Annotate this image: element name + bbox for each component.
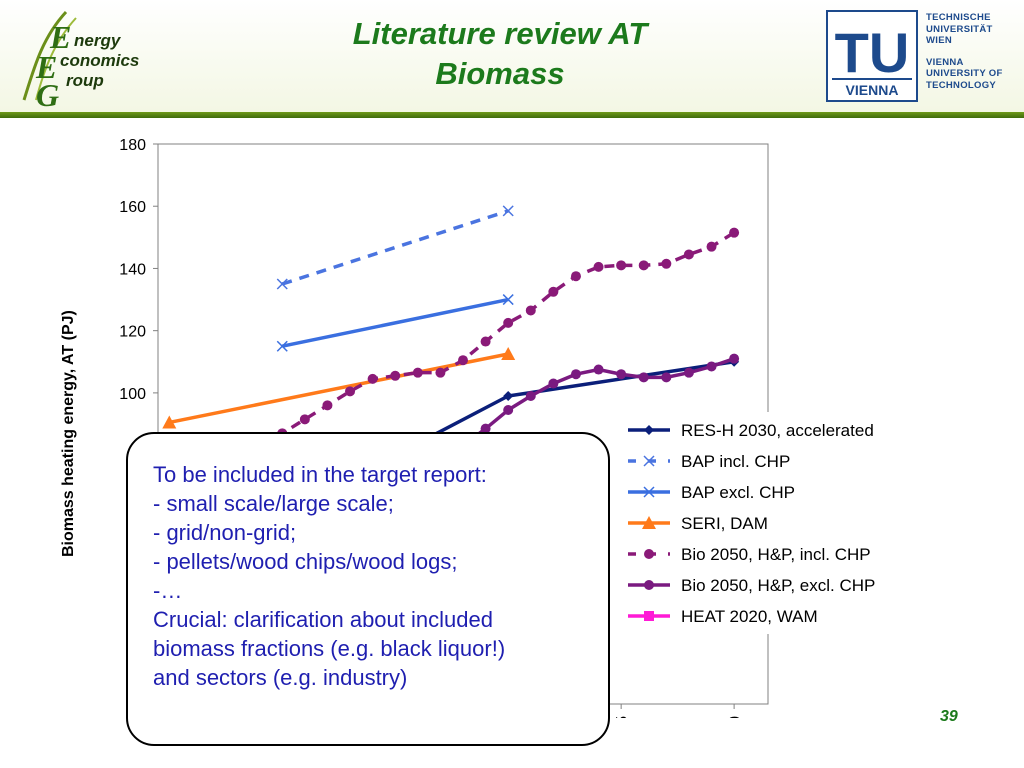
tu-mark-icon: TU VIENNA [832,21,912,98]
series-point-2 [502,294,514,306]
legend-label: BAP incl. CHP [681,452,790,471]
series-point-4 [616,260,627,271]
callout-line: - grid/non-grid; [153,520,297,545]
legend-swatch-marker [644,611,654,621]
series-point-4 [367,373,378,384]
series-point-4 [390,370,401,381]
series-point-4 [480,336,491,347]
series-point-5 [706,361,717,372]
slide-title-line1: Literature review AT [352,16,648,51]
y-axis-label: Biomass heating energy, AT (PJ) [60,310,77,557]
series-point-4 [661,258,672,269]
y-tick-label: 160 [119,199,146,216]
header-divider [0,112,1024,118]
callout-line: Crucial: clarification about included [153,607,493,632]
legend-label: BAP excl. CHP [681,483,795,502]
tu-vienna-logo: TU VIENNA [826,10,918,102]
series-point-4 [345,386,356,397]
series-point-4 [299,414,310,425]
tu-text-line: TECHNOLOGY [926,79,997,91]
legend-swatch-marker [644,549,654,559]
series-point-1 [276,278,288,290]
series-point-5 [525,391,536,401]
legend-label: Bio 2050, H&P, incl. CHP [681,545,871,564]
x-tick-label: 2030 [727,716,744,718]
slide-title-line2: Biomass [435,56,565,91]
biomass-line-chart: 2040608010012014016018020252030RES-H 203… [119,137,952,718]
tu-text-line: UNIVERSITÄT [926,23,993,35]
energy-economics-group-logo: E E G nergy conomics roup [22,10,139,108]
series-line-2 [281,297,509,348]
series-line-3 [168,352,509,425]
series-point-5 [729,353,740,364]
callout-box: To be included in the target report: - s… [126,432,610,746]
series-point-1 [502,205,514,217]
series-point-4 [593,261,604,272]
legend-swatch-marker [643,486,655,498]
tu-text-line: UNIVERSITY OF [926,68,1003,79]
series-point-5 [480,423,491,434]
y-tick-label: 180 [119,137,146,154]
legend-swatch-marker [644,580,654,590]
series-point-3 [501,347,516,360]
series-point-4 [706,241,717,252]
series-point-5 [638,372,649,383]
series-point-4 [570,271,581,282]
eeg-letter-e2: E [35,49,57,85]
series-point-4 [412,367,423,378]
series-point-4 [548,286,559,297]
series-point-5 [683,367,694,378]
legend-swatch-marker [642,516,656,529]
tu-vienna-wordmark: TECHNISCHE UNIVERSITÄT WIEN VIENNA UNIVE… [926,12,1003,91]
series-point-5 [661,372,672,383]
y-tick-label: 120 [119,324,146,341]
callout-line: - pellets/wood chips/wood logs; [153,549,458,574]
series-point-3 [162,415,177,429]
callout-line: - small scale/large scale; [153,491,394,516]
tu-mark-text: TU [835,21,910,84]
y-tick-label: 140 [119,261,146,278]
x-tick-label: 2025 [614,716,631,718]
series-point-4 [322,400,333,411]
series-point-5 [616,369,627,380]
series-point-4 [729,227,740,238]
legend-swatch-marker [644,425,654,435]
tu-text-line: WIEN [926,35,953,46]
series-point-4 [503,317,514,328]
tu-word-text: VIENNA [846,82,899,98]
eeg-word-economics: conomics [60,51,139,70]
series-point-2 [276,340,288,352]
y-tick-label: 100 [119,386,146,403]
eeg-word-group: roup [66,71,104,90]
series-point-5 [548,378,559,389]
callout-line: -… [153,578,183,603]
series-point-0 [503,391,514,401]
legend-swatch-marker [643,455,655,467]
eeg-letter-g: G [36,77,59,108]
legend-label: RES-H 2030, accelerated [681,421,874,440]
legend-label: HEAT 2020, WAM [681,607,818,626]
tu-text-line: TECHNISCHE [926,12,991,23]
legend-label: Bio 2050, H&P, excl. CHP [681,576,875,595]
series-line-1 [281,209,509,286]
page-number: 39 [940,708,958,725]
series-point-5 [570,369,581,380]
slide-title: Literature review AT Biomass [250,14,750,94]
series-point-4 [525,305,536,316]
series-point-5 [593,364,604,375]
series-point-4 [638,260,649,271]
tu-text-line: VIENNA [926,56,964,68]
series-point-5 [503,405,514,415]
series-point-4 [435,367,446,378]
callout-line: To be included in the target report: [153,462,487,487]
eeg-word-energy: nergy [74,31,122,50]
callout-line: and sectors (e.g. industry) [153,665,408,690]
legend-label: SERI, DAM [681,514,768,533]
series-point-4 [458,355,468,366]
callout-line: biomass fractions (e.g. black liquor!) [153,636,506,661]
legend-background [622,412,952,634]
series-point-4 [683,249,694,260]
eeg-letter-e1: E [49,19,71,55]
